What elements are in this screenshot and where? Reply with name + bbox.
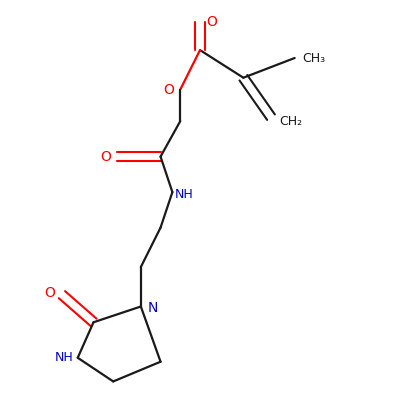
Text: O: O	[163, 82, 174, 96]
Text: N: N	[148, 302, 158, 316]
Text: CH₂: CH₂	[279, 115, 302, 128]
Text: O: O	[45, 286, 56, 300]
Text: O: O	[100, 150, 111, 164]
Text: NH: NH	[54, 351, 73, 364]
Text: NH: NH	[175, 188, 194, 200]
Text: CH₃: CH₃	[302, 52, 326, 64]
Text: O: O	[206, 16, 217, 30]
